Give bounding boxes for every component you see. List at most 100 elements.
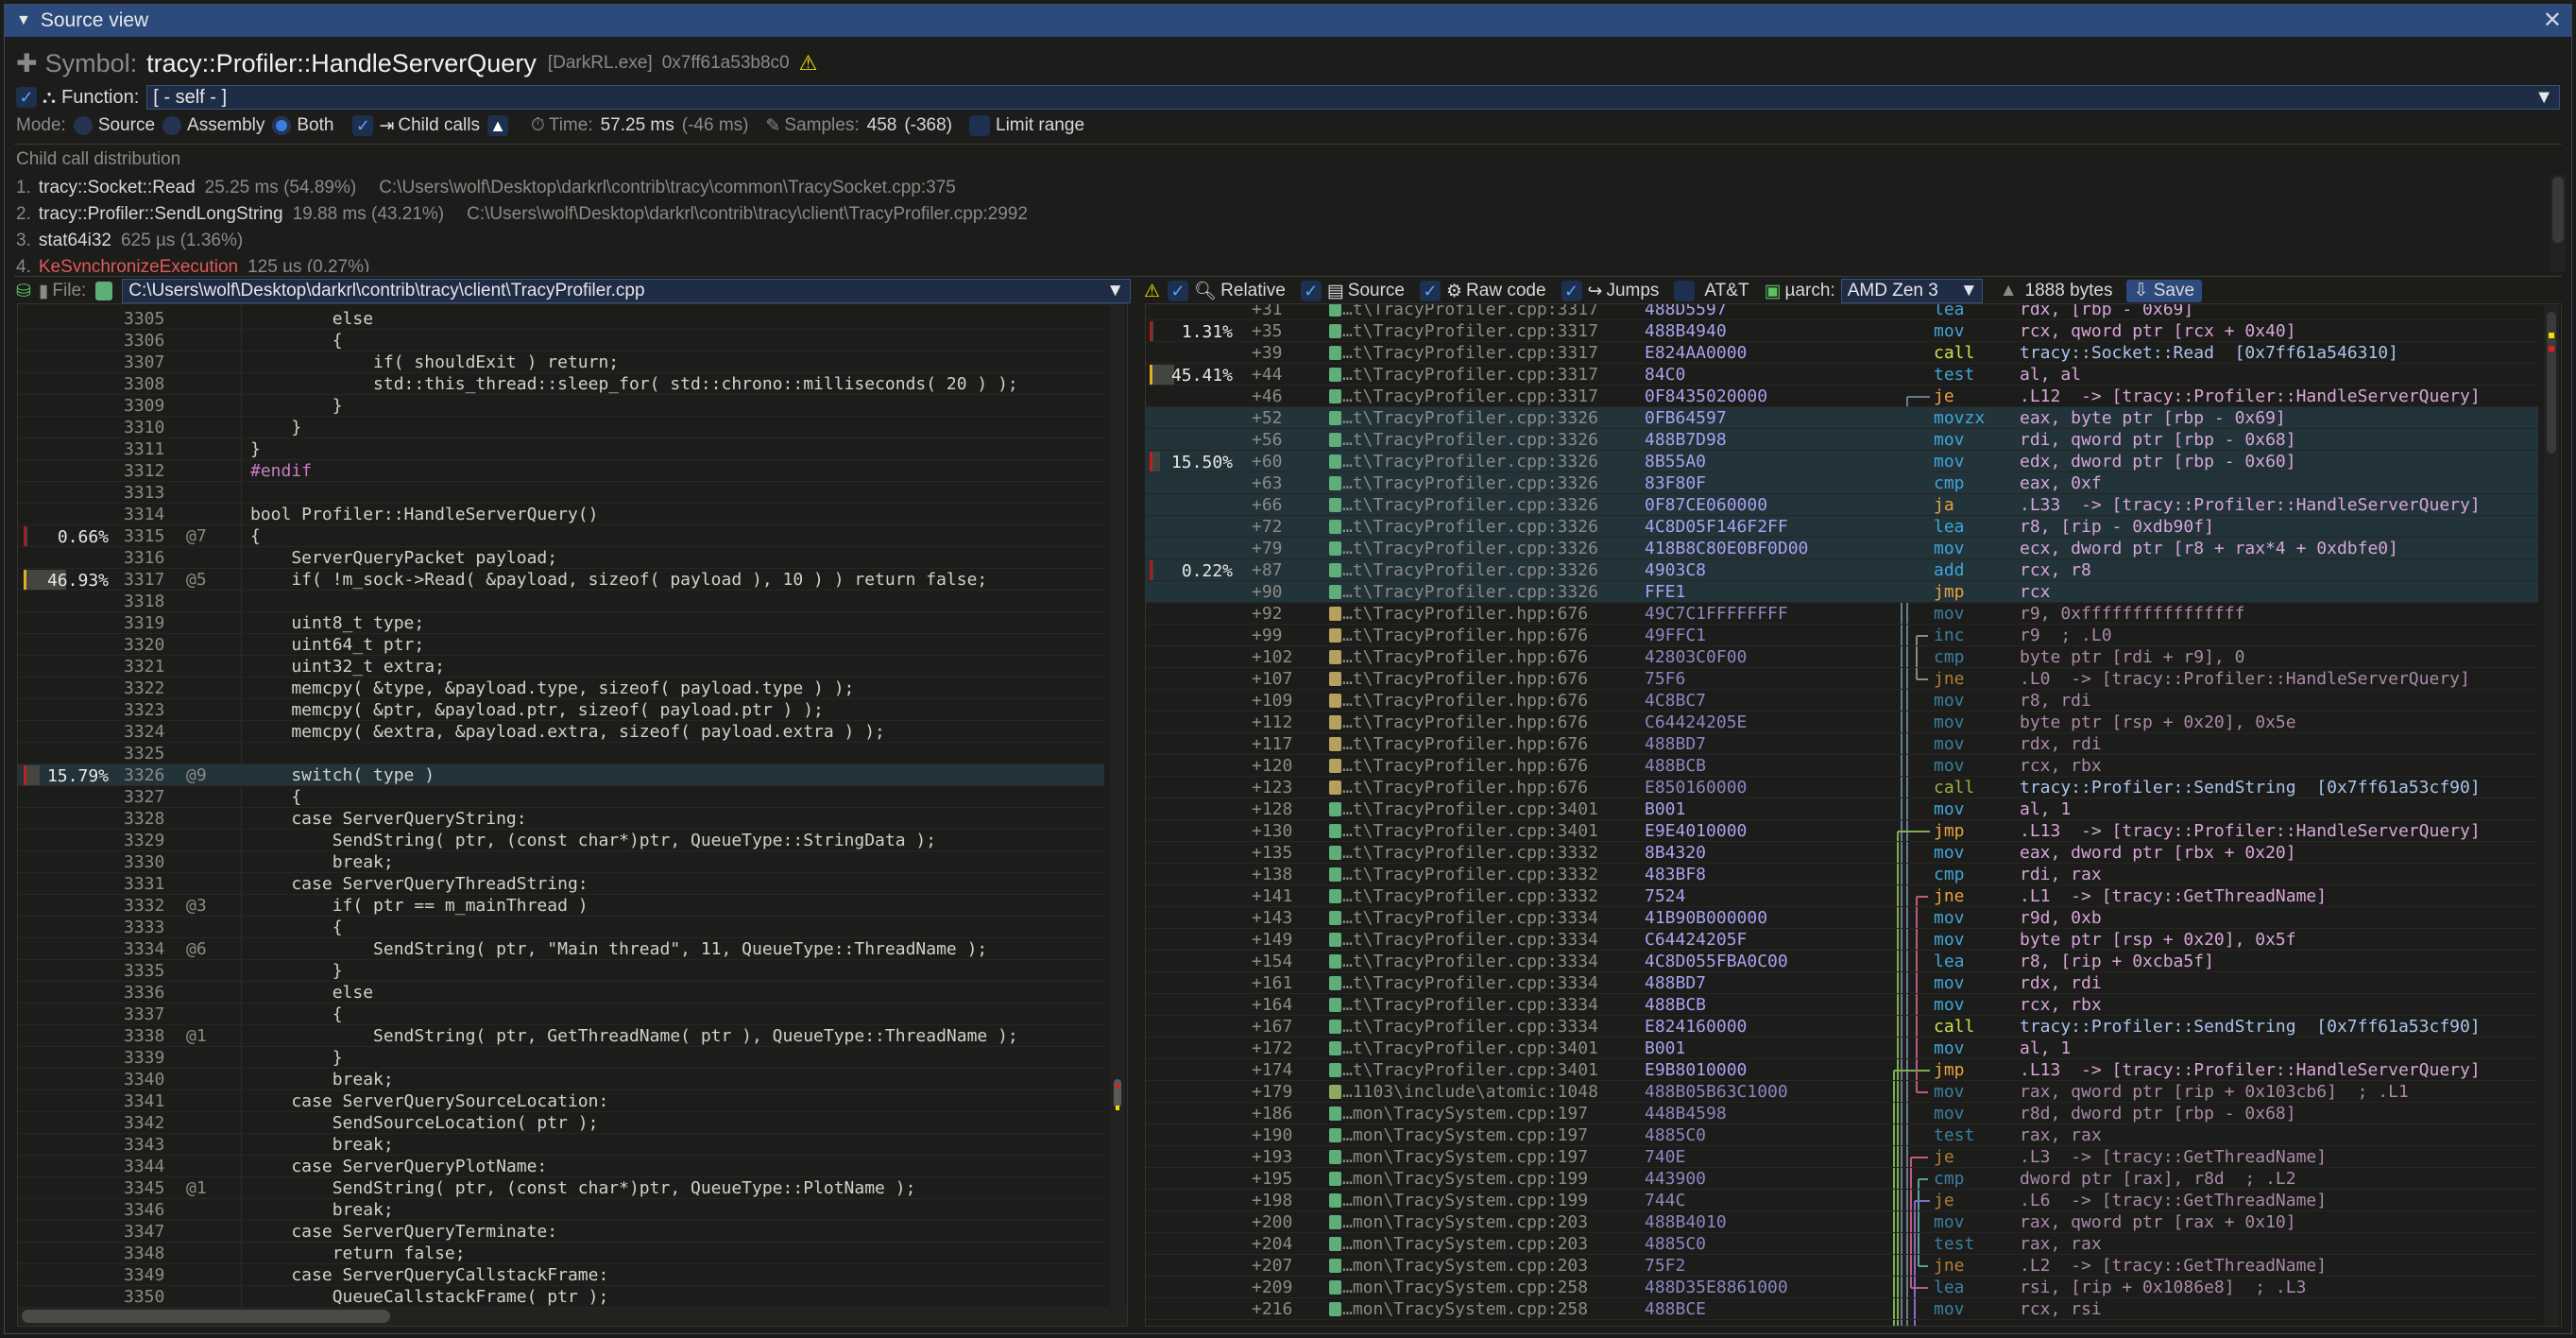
child-list-scrollbar[interactable] bbox=[2550, 175, 2566, 272]
title-bar[interactable]: ▼ Source view ✕ bbox=[5, 5, 2571, 37]
source-line[interactable]: 3325 bbox=[18, 743, 1104, 764]
assembly-line[interactable]: +167 …t\TracyProfiler.cpp:3334 E824160000 c… bbox=[1146, 1016, 2538, 1038]
source-code-pane[interactable]: 3305 else 3306 {3307 if( shouldExit ) ret… bbox=[17, 303, 1128, 1327]
child-calls-sort-button[interactable]: ▲ bbox=[486, 115, 508, 136]
source-line[interactable]: 3316 ServerQueryPacket payload; bbox=[18, 547, 1104, 569]
assembly-line[interactable]: +138 …t\TracyProfiler.cpp:3332 483BF8 cmp rd… bbox=[1146, 864, 2538, 885]
assembly-line[interactable]: +66 …t\TracyProfiler.cpp:3326 0F87CE060000… bbox=[1146, 494, 2538, 516]
source-line[interactable]: 3346 break; bbox=[18, 1199, 1104, 1221]
vertical-scrollbar[interactable] bbox=[1110, 304, 1125, 1307]
assembly-line[interactable]: +107 …t\TracyProfiler.hpp:676 75F6 jne .L0 -… bbox=[1146, 668, 2538, 690]
source-line[interactable]: 3313 bbox=[18, 482, 1104, 504]
source-line[interactable]: 3309 } bbox=[18, 395, 1104, 417]
assembly-line[interactable]: +193 …mon\TracySystem.cpp:197 740E je .L3 ->… bbox=[1146, 1146, 2538, 1168]
child-calls-label[interactable]: Child calls bbox=[398, 115, 480, 135]
source-line[interactable]: 3332 @3 if( ptr == m_mainThread ) bbox=[18, 895, 1104, 917]
source-line[interactable]: 3333 { bbox=[18, 917, 1104, 938]
save-button[interactable]: ⇩ Save bbox=[2125, 280, 2203, 302]
source-line[interactable]: 3306 { bbox=[18, 330, 1104, 352]
assembly-pane[interactable]: +31 …t\TracyProfiler.cpp:3317 488D5597 lea r… bbox=[1145, 303, 2562, 1327]
source-line[interactable]: 3308 std::this_thread::sleep_for( std::c… bbox=[18, 373, 1104, 395]
source-line[interactable]: 3345 @1 SendString( ptr, (const char*)ptr… bbox=[18, 1177, 1104, 1199]
att-label[interactable]: AT&T bbox=[1704, 281, 1749, 300]
file-select[interactable]: C:\Users\wolf\Desktop\darkrl\contrib\tra… bbox=[122, 279, 1131, 303]
source-line[interactable]: 3319 uint8_t type; bbox=[18, 612, 1104, 634]
source-line[interactable]: 3338 @1 SendString( ptr, GetThreadName( p… bbox=[18, 1025, 1104, 1047]
assembly-line[interactable]: +154 …t\TracyProfiler.cpp:3334 4C8D055FBA0… bbox=[1146, 951, 2538, 972]
function-checkbox[interactable]: ✓ bbox=[16, 87, 37, 108]
assembly-line[interactable]: +56 …t\TracyProfiler.cpp:3326 488B7D98 mov r… bbox=[1146, 429, 2538, 451]
function-select[interactable]: [ - self - ] ▼ bbox=[146, 85, 2560, 110]
assembly-line[interactable]: +204 …mon\TracySystem.cpp:203 4885C0 test ra… bbox=[1146, 1233, 2538, 1255]
source-line[interactable]: 3347 case ServerQueryTerminate: bbox=[18, 1221, 1104, 1243]
assembly-line[interactable]: +120 …t\TracyProfiler.hpp:676 488BCB mov rcx… bbox=[1146, 755, 2538, 777]
source-line[interactable]: 3322 memcpy( &type, &payload.type, sizeo… bbox=[18, 678, 1104, 699]
source-line[interactable]: 3349 case ServerQueryCallstackFrame: bbox=[18, 1264, 1104, 1286]
source-line[interactable]: 3327 { bbox=[18, 786, 1104, 808]
mode-source-label[interactable]: Source bbox=[97, 115, 156, 135]
assembly-line[interactable]: +39 …t\TracyProfiler.cpp:3317 E824AA0000 ca… bbox=[1146, 342, 2538, 364]
close-icon[interactable]: ✕ bbox=[2542, 8, 2562, 33]
assembly-line[interactable]: 1.31% +35 …t\TracyProfiler.cpp:3317 488B494… bbox=[1146, 320, 2538, 342]
source-line[interactable]: 3311} bbox=[18, 438, 1104, 460]
warning-icon[interactable]: ⚠ bbox=[1144, 281, 1161, 301]
assembly-line[interactable]: +46 …t\TracyProfiler.cpp:3317 0F8435020000… bbox=[1146, 386, 2538, 407]
assembly-line[interactable]: +216 …mon\TracySystem.cpp:258 488BCE mov rcx… bbox=[1146, 1298, 2538, 1320]
relative-checkbox[interactable]: ✓ bbox=[1168, 281, 1189, 301]
source-line[interactable]: 46.93% 3317 @5 if( !m_sock->Read( &payload… bbox=[18, 569, 1104, 591]
assembly-line[interactable]: +149 …t\TracyProfiler.cpp:3334 C64424205F m… bbox=[1146, 929, 2538, 951]
assembly-line[interactable]: +128 …t\TracyProfiler.cpp:3401 B001 mov al, … bbox=[1146, 798, 2538, 820]
assembly-line[interactable]: +141 …t\TracyProfiler.cpp:3332 7524 jne .L1 … bbox=[1146, 885, 2538, 907]
assembly-line[interactable]: +195 …mon\TracySystem.cpp:199 443900 cmp dwo… bbox=[1146, 1168, 2538, 1190]
source-line[interactable]: 3348 return false; bbox=[18, 1243, 1104, 1264]
child-calls-checkbox[interactable]: ✓ bbox=[352, 115, 374, 136]
assembly-line[interactable]: +52 …t\TracyProfiler.cpp:3326 0FB64597 movz… bbox=[1146, 407, 2538, 429]
source-line[interactable]: 3321 uint32_t extra; bbox=[18, 656, 1104, 678]
child-call-item[interactable]: 1. tracy::Socket::Read 25.25 ms (54.89%) C:… bbox=[16, 175, 2533, 201]
assembly-line[interactable]: +112 …t\TracyProfiler.hpp:676 C64424205E mo… bbox=[1146, 712, 2538, 733]
assembly-line[interactable]: +161 …t\TracyProfiler.cpp:3334 488BD7 mov rd… bbox=[1146, 972, 2538, 994]
source-line[interactable]: 3341 case ServerQuerySourceLocation: bbox=[18, 1090, 1104, 1112]
assembly-line[interactable]: +200 …mon\TracySystem.cpp:203 488B4010 mov r… bbox=[1146, 1211, 2538, 1233]
triangle-down-icon[interactable]: ▼ bbox=[16, 12, 31, 28]
source-line[interactable]: 3328 case ServerQueryString: bbox=[18, 808, 1104, 830]
assembly-line[interactable]: +179 …1103\include\atomic:1048 488B05B63C1… bbox=[1146, 1081, 2538, 1103]
source-line[interactable]: 3343 break; bbox=[18, 1134, 1104, 1156]
horizontal-scrollbar[interactable] bbox=[18, 1307, 1127, 1326]
limit-range-checkbox[interactable]: ✓ bbox=[969, 115, 991, 136]
mode-assembly-radio[interactable] bbox=[162, 116, 182, 135]
source-line[interactable]: 3337 { bbox=[18, 1004, 1104, 1025]
assembly-line[interactable]: +209 …mon\TracySystem.cpp:258 488D35E88610… bbox=[1146, 1277, 2538, 1298]
source-label[interactable]: Source bbox=[1347, 281, 1405, 300]
jumps-label[interactable]: Jumps bbox=[1606, 281, 1660, 300]
assembly-line[interactable]: +79 …t\TracyProfiler.cpp:3326 418B8C80E0BF… bbox=[1146, 538, 2538, 559]
source-checkbox[interactable]: ✓ bbox=[1300, 281, 1322, 301]
assembly-line[interactable]: +102 …t\TracyProfiler.hpp:676 42803C0F00 cm… bbox=[1146, 646, 2538, 668]
child-call-item[interactable]: 4. KeSynchronizeExecution 125 µs (0.27%) bbox=[16, 254, 2533, 272]
child-call-item[interactable]: 2. tracy::Profiler::SendLongString 19.88 m… bbox=[16, 201, 2533, 228]
assembly-line[interactable]: 0.22% +87 …t\TracyProfiler.cpp:3326 4903C8 a… bbox=[1146, 559, 2538, 581]
source-line[interactable]: 3310 } bbox=[18, 417, 1104, 438]
source-line[interactable]: 3307 if( shouldExit ) return; bbox=[18, 352, 1104, 373]
source-line[interactable]: 0.66% 3315 @7 { bbox=[18, 525, 1104, 547]
assembly-line[interactable]: +198 …mon\TracySystem.cpp:199 744C je .L6 ->… bbox=[1146, 1190, 2538, 1211]
scrollbar-thumb[interactable] bbox=[22, 1310, 390, 1323]
source-line[interactable]: 3324 memcpy( &extra, &payload.extra, siz… bbox=[18, 721, 1104, 743]
mode-assembly-label[interactable]: Assembly bbox=[187, 115, 265, 135]
source-line[interactable]: 3323 memcpy( &ptr, &payload.ptr, sizeof(… bbox=[18, 699, 1104, 721]
assembly-line[interactable]: +109 …t\TracyProfiler.hpp:676 4C8BC7 mov r8,… bbox=[1146, 690, 2538, 712]
source-line[interactable]: 3342 SendSourceLocation( ptr ); bbox=[18, 1112, 1104, 1134]
assembly-line[interactable]: +31 …t\TracyProfiler.cpp:3317 488D5597 lea r… bbox=[1146, 304, 2538, 320]
mode-source-radio[interactable] bbox=[73, 116, 93, 135]
assembly-line[interactable]: +207 …mon\TracySystem.cpp:203 75F2 jne .L2 -… bbox=[1146, 1255, 2538, 1277]
source-line[interactable]: 3329 SendString( ptr, (const char*)ptr, … bbox=[18, 830, 1104, 851]
att-checkbox[interactable]: ✓ bbox=[1674, 281, 1696, 301]
mode-both-label[interactable]: Both bbox=[297, 115, 334, 135]
source-line[interactable]: 3320 uint64_t ptr; bbox=[18, 634, 1104, 656]
source-line[interactable]: 3331 case ServerQueryThreadString: bbox=[18, 873, 1104, 895]
assembly-line[interactable]: +164 …t\TracyProfiler.cpp:3334 488BCB mov rc… bbox=[1146, 994, 2538, 1016]
assembly-line[interactable]: +72 …t\TracyProfiler.cpp:3326 4C8D05F146F2… bbox=[1146, 516, 2538, 538]
source-line[interactable]: 3330 break; bbox=[18, 851, 1104, 873]
source-line[interactable]: 3335 } bbox=[18, 960, 1104, 982]
assembly-line[interactable]: +174 …t\TracyProfiler.cpp:3401 E9B8010000 j… bbox=[1146, 1059, 2538, 1081]
